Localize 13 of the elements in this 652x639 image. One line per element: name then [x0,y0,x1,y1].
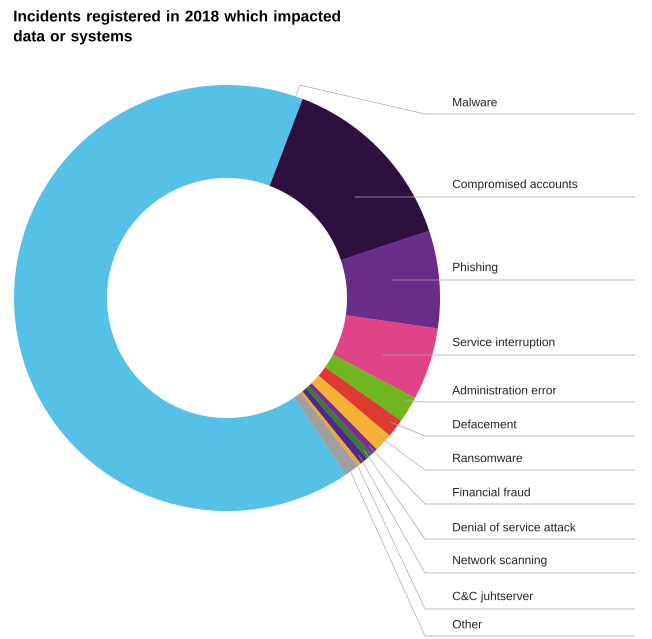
slice-label: Other [452,620,482,628]
slice-label: Administration error [452,386,556,394]
slice-label: Malware [453,98,497,106]
slice-label: Compromised accounts [452,179,578,191]
slice-label: Financial fraud [453,488,530,496]
slice-label: C&C juhtserver [452,591,534,603]
slice-label: Denial of service attack [453,522,576,532]
slice-label: Service interruption [452,337,554,349]
slice-label: Defacement [453,420,517,428]
slice-label: Network scanning [453,555,546,567]
chart-title: Incidents registered in 2018 which impacted data or systems [14,10,340,45]
slice-label: Phishing [453,262,498,274]
slice-label: Ransomware [453,454,522,462]
